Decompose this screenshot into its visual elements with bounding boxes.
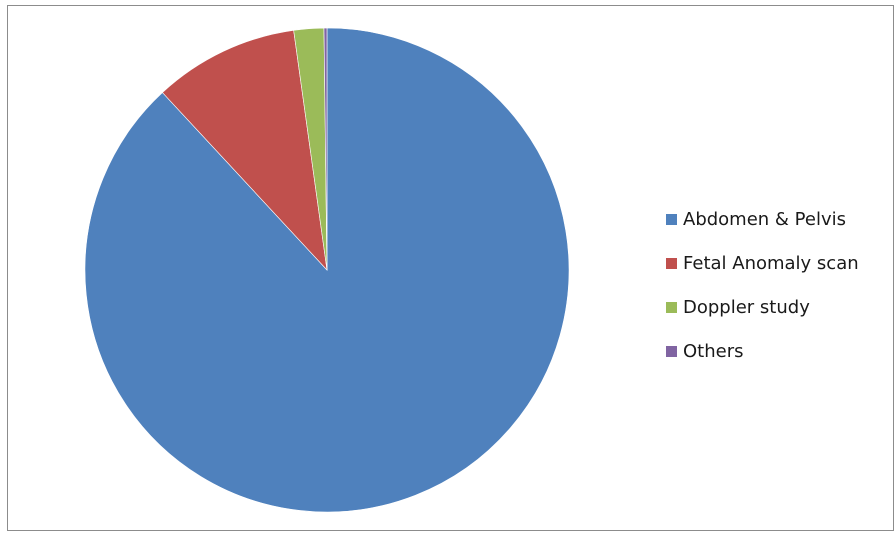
pie-chart bbox=[84, 27, 570, 513]
legend-item: Doppler study bbox=[666, 285, 859, 329]
legend-item: Others bbox=[666, 329, 859, 373]
legend-swatch-others bbox=[666, 345, 677, 357]
legend-item: Fetal Anomaly scan bbox=[666, 241, 859, 285]
legend-swatch-abdomen-pelvis bbox=[666, 213, 677, 225]
chart-area: Abdomen & Pelvis Fetal Anomaly scan Dopp… bbox=[7, 5, 894, 531]
legend-item: Abdomen & Pelvis bbox=[666, 197, 859, 241]
legend-label-abdomen-pelvis: Abdomen & Pelvis bbox=[683, 208, 846, 230]
legend-label-doppler-study: Doppler study bbox=[683, 296, 810, 318]
legend-label-fetal-anomaly-scan: Fetal Anomaly scan bbox=[683, 252, 859, 274]
pie-slice-fetal-anomaly-scan bbox=[162, 29, 328, 271]
legend-swatch-fetal-anomaly-scan bbox=[666, 257, 677, 269]
legend-label-others: Others bbox=[683, 340, 744, 362]
pie-slice-others bbox=[323, 27, 328, 271]
legend: Abdomen & Pelvis Fetal Anomaly scan Dopp… bbox=[666, 197, 859, 373]
legend-swatch-doppler-study bbox=[666, 301, 677, 313]
